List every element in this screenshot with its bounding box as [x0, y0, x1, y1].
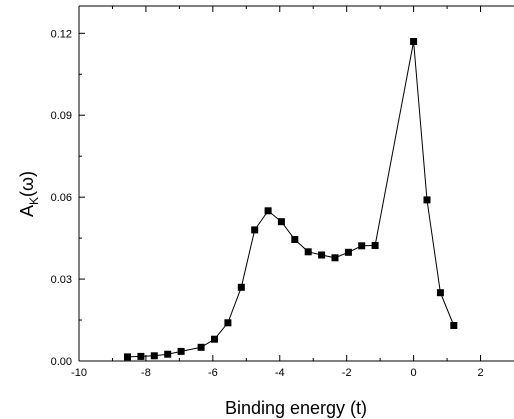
- data-point: [358, 242, 366, 250]
- series-layer: [124, 38, 458, 361]
- y-tick-label: 0.09: [51, 110, 72, 122]
- data-point: [264, 207, 272, 215]
- data-point: [124, 353, 131, 361]
- data-point: [371, 242, 379, 249]
- data-point: [450, 322, 458, 329]
- data-point: [211, 335, 218, 343]
- data-point: [331, 254, 339, 262]
- data-point: [291, 236, 299, 243]
- data-point: [137, 352, 145, 360]
- data-point: [318, 251, 326, 259]
- x-axis-ticks: -10 -8 -6 -4 -2 0 2: [71, 6, 484, 379]
- data-point: [177, 347, 185, 355]
- x-tick-label: -10: [71, 367, 87, 379]
- y-axis-title-tail: (ω): [17, 171, 37, 197]
- y-axis-title: AK(ω): [17, 171, 41, 217]
- plot-area: [78, 5, 514, 362]
- x-tick-label: -2: [342, 367, 352, 379]
- x-axis-title: Binding energy (t): [225, 398, 367, 418]
- series-line: [127, 41, 455, 358]
- y-tick-label: 0.00: [51, 356, 72, 368]
- x-tick-label: 2: [477, 367, 483, 379]
- data-point: [304, 248, 312, 256]
- y-tick-label: 0.06: [51, 192, 72, 204]
- x-tick-label: -6: [208, 367, 218, 379]
- x-tick-label: 0: [411, 367, 417, 379]
- data-point: [251, 226, 259, 234]
- y-tick-label: 0.12: [51, 28, 72, 40]
- x-tick-label: -4: [275, 367, 285, 379]
- data-point: [423, 196, 431, 204]
- data-point: [436, 289, 444, 297]
- data-point: [150, 352, 158, 360]
- y-axis-title-main: A: [17, 205, 37, 217]
- y-axis-title-sub: K: [27, 197, 41, 205]
- y-axis-ticks: 0.00 0.03 0.06 0.09 0.12: [51, 28, 85, 368]
- data-point: [224, 319, 232, 327]
- data-point: [344, 248, 352, 256]
- x-tick-label: -8: [141, 367, 151, 379]
- data-point: [197, 343, 205, 351]
- data-point: [410, 38, 418, 45]
- y-tick-label: 0.03: [51, 274, 72, 286]
- data-point: [164, 350, 172, 358]
- data-point: [277, 218, 285, 226]
- data-point: [237, 283, 245, 291]
